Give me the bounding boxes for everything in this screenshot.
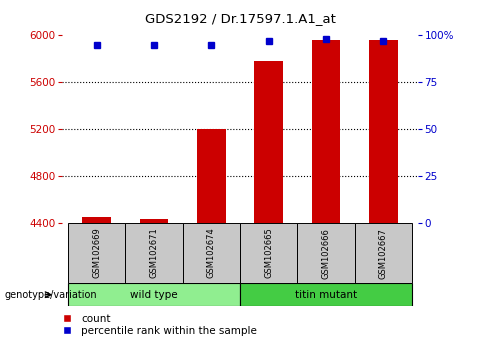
FancyBboxPatch shape	[355, 223, 412, 283]
Text: GDS2192 / Dr.17597.1.A1_at: GDS2192 / Dr.17597.1.A1_at	[144, 12, 336, 25]
Text: GSM102674: GSM102674	[207, 228, 216, 279]
Bar	[312, 40, 340, 223]
Bar	[197, 129, 226, 223]
Bar	[83, 217, 111, 223]
Text: GSM102667: GSM102667	[379, 228, 388, 279]
Text: GSM102671: GSM102671	[150, 228, 158, 279]
FancyBboxPatch shape	[125, 223, 183, 283]
FancyBboxPatch shape	[183, 223, 240, 283]
Text: GSM102665: GSM102665	[264, 228, 273, 279]
FancyBboxPatch shape	[240, 283, 412, 306]
FancyBboxPatch shape	[68, 223, 125, 283]
Bar	[254, 61, 283, 223]
Text: wild type: wild type	[130, 290, 178, 300]
Text: GSM102666: GSM102666	[322, 228, 330, 279]
Legend: count, percentile rank within the sample: count, percentile rank within the sample	[53, 310, 261, 340]
Text: GSM102669: GSM102669	[92, 228, 101, 279]
Bar	[369, 40, 397, 223]
Text: genotype/variation: genotype/variation	[5, 290, 97, 300]
FancyBboxPatch shape	[68, 283, 240, 306]
Bar	[140, 219, 168, 223]
FancyBboxPatch shape	[297, 223, 355, 283]
Text: titin mutant: titin mutant	[295, 290, 357, 300]
FancyBboxPatch shape	[240, 223, 297, 283]
